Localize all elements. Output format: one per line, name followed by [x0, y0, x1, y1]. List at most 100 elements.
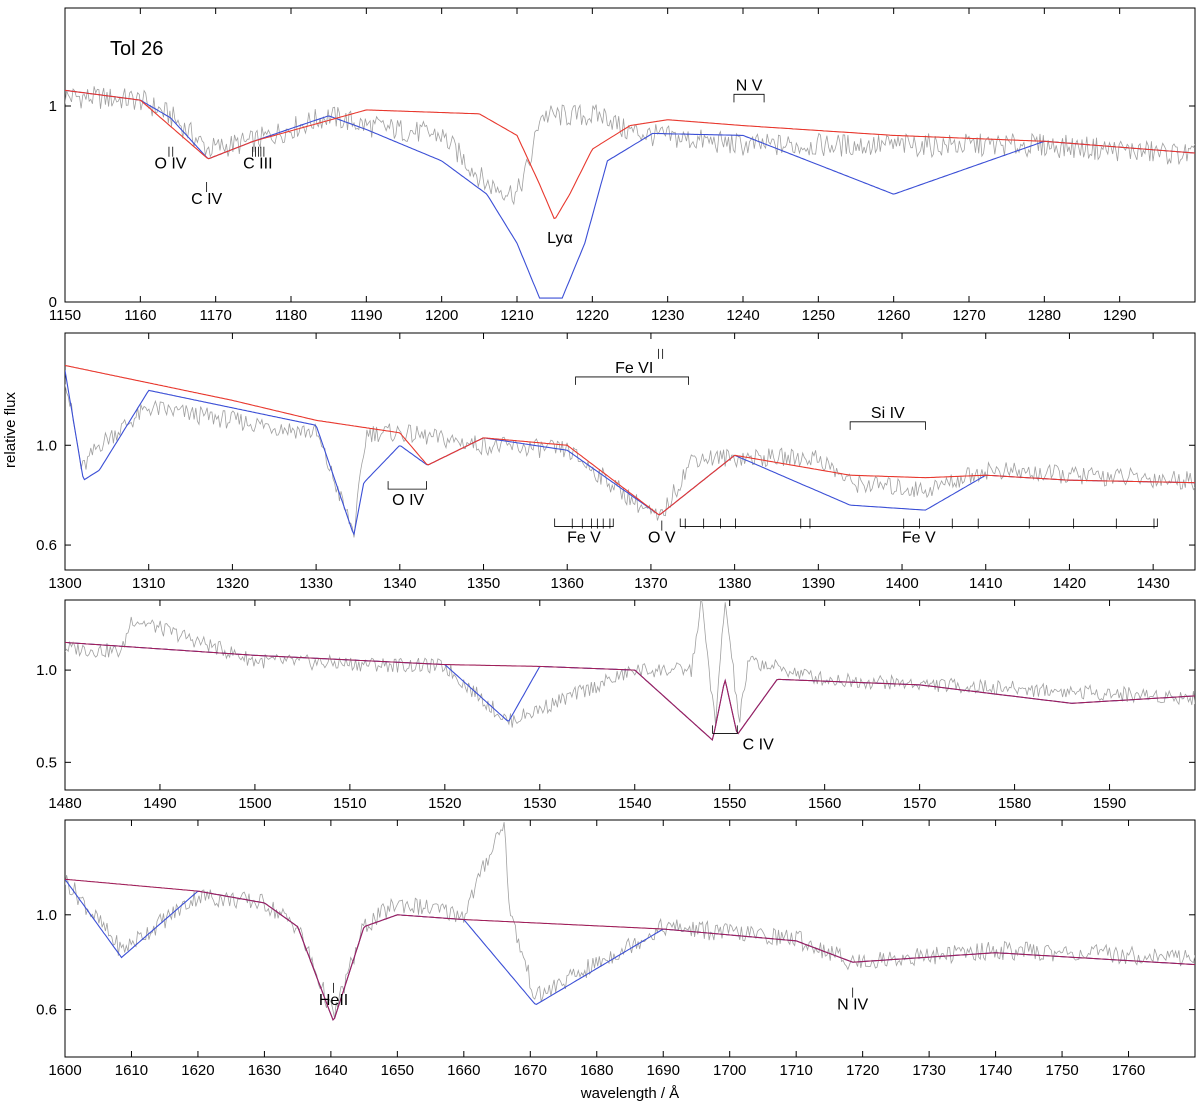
x-axis-label: wavelength / Å	[580, 1085, 679, 1102]
x-tick-label: 1150	[49, 307, 81, 324]
x-tick-label: 1380	[718, 575, 751, 592]
x-tick-label: 1190	[350, 307, 382, 324]
x-tick-label: 1410	[969, 575, 1002, 592]
annotation-label: Fe VI	[615, 360, 653, 377]
annotation: Fe VI	[575, 348, 689, 385]
y-axis-label: relative flux	[2, 392, 19, 468]
annotation-label: Lyα	[547, 230, 573, 247]
annotation-label: O V	[648, 530, 676, 547]
x-tick-label: 1540	[618, 795, 651, 812]
x-tick-label: 1700	[713, 1062, 746, 1079]
annotation: O IV	[154, 146, 187, 173]
panel-frame	[64, 332, 1196, 571]
x-tick-label: 1270	[952, 307, 985, 324]
x-tick-label: 1580	[998, 795, 1031, 812]
x-tick-label: 1290	[1103, 307, 1136, 324]
x-tick-label: 1630	[248, 1062, 281, 1079]
x-tick-label: 1490	[143, 795, 176, 812]
annotation-label: N V	[736, 77, 763, 94]
x-tick-label: 1200	[425, 307, 458, 324]
annotation: Lyα	[547, 230, 573, 247]
series-model-interstellar	[65, 370, 1195, 536]
annotation-label: Fe V	[902, 530, 936, 547]
annotation-bracket	[679, 518, 1158, 527]
series-model-star	[65, 878, 1195, 1021]
x-tick-label: 1590	[1093, 795, 1126, 812]
x-tick-label: 1390	[802, 575, 835, 592]
x-tick-label: 1750	[1045, 1062, 1078, 1079]
y-tick-label: 0.5	[36, 754, 57, 771]
x-tick-label: 1210	[500, 307, 533, 324]
x-tick-label: 1660	[447, 1062, 480, 1079]
x-tick-label: 1730	[912, 1062, 945, 1079]
annotation-label: Fe V	[567, 530, 601, 547]
object-label: Tol 26	[110, 38, 163, 60]
x-tick-label: 1360	[551, 575, 584, 592]
y-tick-label: 1	[49, 98, 57, 115]
x-tick-label: 1500	[238, 795, 271, 812]
x-tick-label: 1240	[726, 307, 759, 324]
panel-frame	[64, 7, 1196, 303]
x-tick-label: 1170	[200, 307, 232, 324]
x-tick-label: 1570	[903, 795, 936, 812]
x-tick-label: 1620	[181, 1062, 214, 1079]
x-tick-label: 1350	[467, 575, 500, 592]
x-tick-label: 1530	[523, 795, 556, 812]
annotation: N IV	[837, 987, 869, 1014]
annotation: Fe V	[679, 518, 1158, 547]
x-tick-label: 1600	[48, 1062, 81, 1079]
x-tick-label: 1480	[48, 795, 81, 812]
series-model-interstellar	[65, 878, 1195, 1021]
panel-frame	[64, 599, 1196, 791]
x-tick-label: 1400	[885, 575, 918, 592]
x-tick-label: 1680	[580, 1062, 613, 1079]
annotation: N V	[733, 77, 765, 103]
annotation-label: HeII	[319, 992, 348, 1009]
annotation: O IV	[387, 481, 427, 509]
annotation-bracket	[554, 518, 614, 527]
panel-series	[65, 822, 1195, 1021]
panel-series	[65, 600, 1195, 741]
annotation: Fe V	[554, 518, 614, 547]
y-tick-label: 1.0	[36, 662, 57, 679]
x-tick-label: 1550	[713, 795, 746, 812]
annotation-label: Si IV	[871, 405, 905, 422]
x-tick-label: 1320	[216, 575, 249, 592]
annotation: C III	[243, 146, 273, 173]
annotation: C IV	[191, 182, 223, 208]
y-tick-label: 1.0	[36, 437, 57, 454]
series-model-star	[65, 89, 1195, 220]
annotation: O V	[648, 520, 676, 547]
x-tick-label: 1220	[576, 307, 609, 324]
x-tick-label: 1610	[115, 1062, 148, 1079]
panel-2: 1300 1310 1320 1330 1340 1350 1360 1370 1380 1390…	[36, 332, 1196, 592]
annotation-bracket	[849, 421, 926, 430]
panel-frame	[64, 819, 1196, 1058]
annotation-label: C III	[243, 156, 272, 173]
x-tick-label: 1430	[1136, 575, 1169, 592]
x-tick-label: 1710	[779, 1062, 812, 1079]
series-model-star	[65, 364, 1195, 516]
x-tick-label: 1310	[132, 575, 165, 592]
panels: 1150 1160 1170 1180 1190 1200 1210 1220 1230 1240…	[36, 7, 1196, 1079]
x-tick-label: 1330	[299, 575, 332, 592]
x-tick-label: 1560	[808, 795, 841, 812]
panel-series	[65, 364, 1195, 538]
y-tick-label: 0.6	[36, 1002, 57, 1019]
annotation: Si IV	[849, 405, 926, 430]
panel-1: 1150 1160 1170 1180 1190 1200 1210 1220 1230 1240…	[49, 7, 1196, 324]
annotation-label: C IV	[191, 191, 222, 208]
x-tick-label: 1650	[381, 1062, 414, 1079]
y-tick-label: 0.6	[36, 537, 57, 554]
x-tick-label: 1740	[979, 1062, 1012, 1079]
x-tick-label: 1520	[428, 795, 461, 812]
x-tick-label: 1260	[877, 307, 910, 324]
x-tick-label: 1180	[275, 307, 307, 324]
annotation-bracket	[575, 376, 689, 385]
series-model-interstellar	[65, 89, 1195, 299]
annotation-bracket	[733, 93, 765, 103]
x-tick-label: 1300	[48, 575, 81, 592]
x-tick-label: 1230	[651, 307, 684, 324]
annotation-bracket	[387, 481, 427, 490]
